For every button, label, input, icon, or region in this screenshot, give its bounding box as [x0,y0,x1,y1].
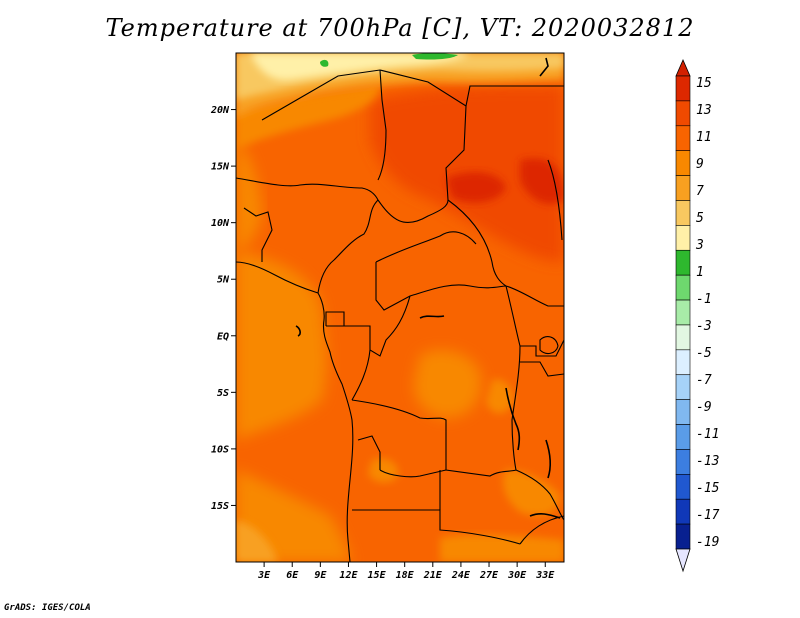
colorbar-swatch [675,374,691,400]
colorbar-label: -7 [696,373,712,388]
colorbar-label: 11 [696,130,712,145]
field-north-orange [236,85,380,150]
lat-tick-label: 5S [217,388,229,399]
field-se-patch [503,469,560,516]
colorbar-swatch [675,523,691,550]
colorbar-label: 9 [696,157,704,172]
colorbar-swatch [675,299,691,326]
lon-tick-label: 24E [451,570,471,581]
colorbar-label: -11 [696,427,719,442]
lon-tick-label: 18E [396,570,415,581]
colorbar-label: -17 [696,508,720,523]
lon-tick-label: 3E [257,570,271,581]
colorbar-label: -15 [696,481,720,496]
lon-tick-label: 12E [339,570,358,581]
colorbar-label: -19 [696,535,719,550]
colorbar-swatch [675,474,691,500]
lat-tick-label: EQ [217,331,229,342]
map-frame [235,52,565,563]
colorbar-label: 7 [696,184,704,199]
colorbar-label: -9 [696,400,712,415]
lat-tick-label: 10N [211,218,230,229]
lat-tick-label: 10S [211,444,229,455]
colorbar-swatch [675,100,691,127]
colorbar-swatch [675,75,691,102]
lon-tick-label: 27E [479,570,499,581]
lon-tick-label: 9E [314,570,327,581]
longitude-axis: 3E 6E 9E 12E 15E 18E 21E 24E 27E 30E 33E [257,562,555,581]
field-central-patch [413,350,482,418]
field-nw-orange [236,140,262,252]
colorbar-swatch [675,349,691,376]
colorbar-swatch [675,150,691,176]
field-sw-light [236,520,278,562]
country-borders [236,57,564,562]
map-title: Temperature at 700hPa [C], VT: 202003281… [105,14,695,42]
field-green-spot-1 [320,59,329,67]
colorbar-swatch [675,399,691,425]
colorbar-label: 1 [696,265,704,280]
colorbar-swatch [675,449,691,475]
colorbar-swatch [675,424,691,450]
lat-tick-label: 15S [211,501,229,512]
grads-credit: GrADS: IGES/COLA [4,603,91,613]
field-green-spot-2 [412,53,458,60]
colorbar-label: 3 [695,238,704,253]
lon-tick-label: 6E [286,570,299,581]
colorbar-swatch [675,175,691,201]
lat-tick-label: 20N [210,105,230,116]
lon-tick-label: 30E [507,570,527,581]
lat-tick-label: 15N [211,162,230,173]
colorbar-swatch [675,225,691,251]
lon-tick-label: 15E [368,570,387,581]
field-hot-core [446,172,506,203]
field-south-patch [368,458,399,483]
latitude-axis: 20N 15N 10N 5N EQ 5S 10S 15S [210,105,236,512]
colorbar-bottom-arrow [675,548,691,573]
field-north-cream [250,53,470,81]
field-west-orange [236,250,327,440]
temperature-field [236,53,564,562]
lat-tick-label: 5N [217,275,230,286]
colorbar-label: 15 [696,76,712,91]
field-hot-core-2 [520,158,564,204]
lon-tick-label: 21E [423,570,443,581]
colorbar-top-arrow [675,59,691,77]
colorbar-label: 13 [696,103,712,118]
colorbar-label: -1 [696,292,712,307]
colorbar: 15 13 11 9 7 5 3 1 -1 -3 -5 -7 -9 -11 -13 -15 -17 -19 [675,59,720,573]
colorbar-swatch [675,324,691,351]
field-south-edge [440,534,564,562]
colorbar-swatch [675,200,691,226]
field-east-patch [486,379,513,414]
colorbar-label: -5 [696,346,712,361]
colorbar-swatch [675,498,691,525]
colorbar-swatch [675,274,691,301]
colorbar-swatch [675,125,691,151]
colorbar-label: 5 [696,211,704,226]
colorbar-label: -3 [696,319,712,334]
colorbar-swatch [675,249,691,276]
colorbar-label: -13 [696,454,719,469]
lon-tick-label: 33E [535,570,555,581]
